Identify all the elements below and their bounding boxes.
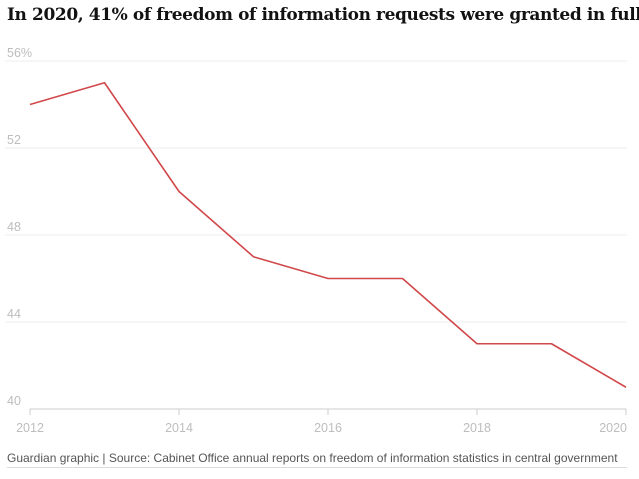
source-caption: Guardian graphic | Source: Cabinet Offic… — [7, 451, 618, 465]
x-tick-label: 2012 — [16, 421, 44, 435]
y-tick-label: 56% — [7, 46, 32, 60]
footer-divider — [7, 467, 627, 468]
x-tick-label: 2018 — [463, 421, 491, 435]
x-tick-label: 2016 — [314, 421, 342, 435]
y-tick-label: 48 — [7, 220, 21, 234]
line-chart: 40 44 48 52 56% 2012 2014 2016 2018 2020 — [5, 46, 627, 435]
y-tick-label: 40 — [7, 394, 21, 408]
y-axis-ticks: 40 44 48 52 56% — [7, 46, 32, 408]
x-tick-label: 2020 — [599, 421, 627, 435]
x-axis-ticks: 2012 2014 2016 2018 2020 — [16, 409, 627, 435]
y-tick-label: 44 — [7, 307, 21, 321]
series-line — [29, 81, 627, 388]
x-tick-label: 2014 — [165, 421, 193, 435]
gridlines — [5, 60, 627, 323]
chart-title: In 2020, 41% of freedom of information r… — [7, 5, 639, 25]
y-tick-label: 52 — [7, 133, 21, 147]
